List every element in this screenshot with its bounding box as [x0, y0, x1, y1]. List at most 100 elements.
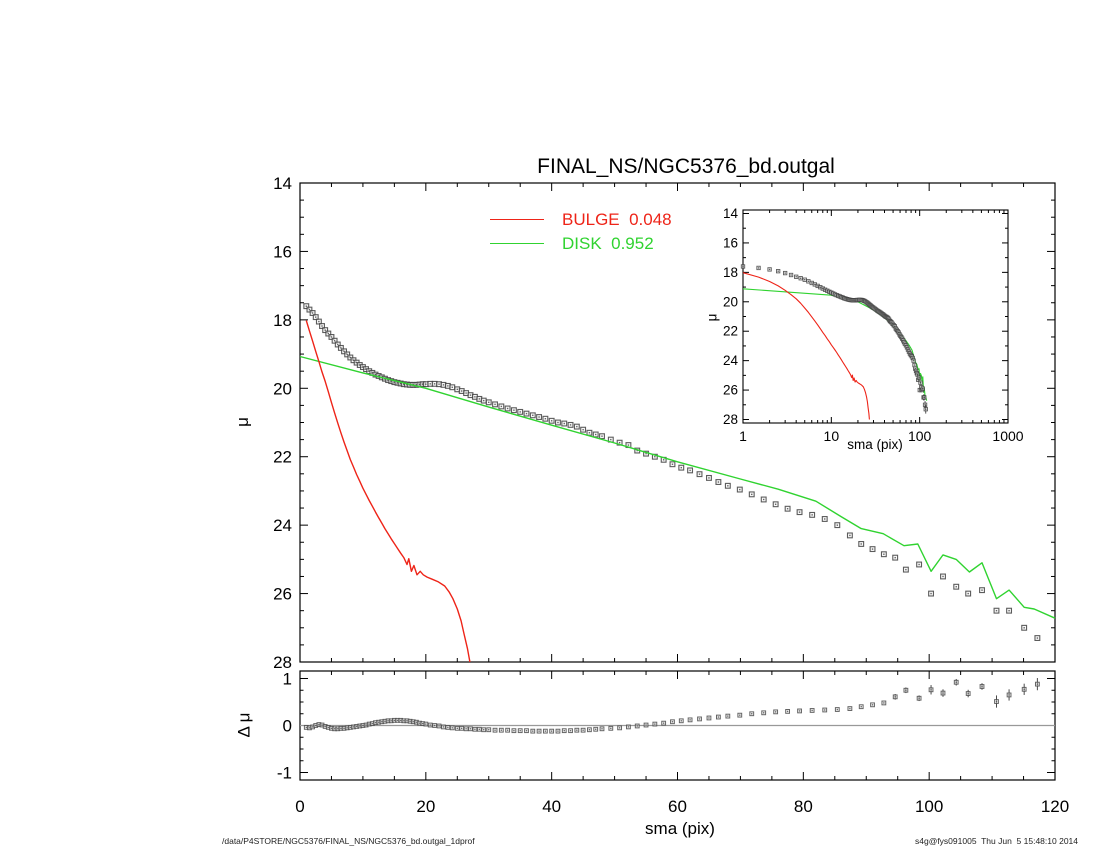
residual-point-dot: [689, 719, 691, 721]
profile-point-dot: [654, 456, 656, 458]
footer-user-date: s4g@fys091005 Thu Jun 5 15:48:10 2014: [914, 836, 1078, 846]
profile-point-dot: [1008, 609, 1010, 612]
residual-point-dot: [311, 726, 314, 728]
residual-point-dot: [415, 721, 418, 723]
residual-point-dot: [836, 708, 839, 711]
residual-point-dot: [324, 725, 326, 728]
residual-point-dot: [333, 728, 336, 730]
residual-point-dot: [418, 722, 421, 724]
residual-point-dot: [824, 709, 826, 711]
legend-disk-line-swatch: [490, 243, 544, 244]
profile-point-dot: [894, 556, 896, 559]
profile-point-dot: [519, 411, 521, 413]
profile-point-dot: [483, 399, 485, 402]
residual-point-dot: [610, 727, 612, 730]
profile-point-dot: [425, 383, 427, 385]
residual-point-dot: [368, 723, 370, 725]
profile-point-dot: [662, 459, 665, 461]
x-tick-label: 100: [915, 797, 943, 816]
residual-point-dot: [894, 696, 896, 698]
profile-point-dot: [762, 498, 765, 501]
profile-point-dot: [849, 534, 851, 537]
residual-point-dot: [636, 725, 638, 727]
residual-point-dot: [447, 726, 449, 729]
inset-y-tick-label: 16: [723, 235, 738, 250]
residual-point-dot: [532, 730, 534, 732]
residual-point-dot: [327, 726, 330, 729]
profile-point-dot: [456, 388, 458, 391]
inset-profile-point-dot: [816, 285, 819, 287]
inset-profile-point-dot: [917, 379, 919, 381]
profile-point-dot: [377, 375, 380, 377]
main-y-tick-label: 24: [273, 516, 292, 535]
profile-point-dot: [396, 382, 399, 384]
profile-point-dot: [751, 493, 753, 496]
profile-point-dot: [1036, 637, 1039, 639]
profile-point-dot: [465, 392, 467, 394]
residual-point-dot: [425, 723, 427, 725]
inset-profile-point-dot: [795, 276, 797, 278]
residual-point-dot: [315, 724, 317, 727]
profile-point-dot: [460, 390, 463, 392]
residual-point-dot: [421, 722, 424, 725]
residual-point-dot: [488, 729, 490, 731]
profile-point-dot: [308, 308, 311, 311]
residual-point-dot: [377, 721, 380, 723]
residual-point-dot: [474, 728, 476, 730]
residual-point-dot: [321, 724, 323, 726]
profile-point-dot: [717, 481, 720, 483]
inset-profile-point-dot: [918, 376, 920, 379]
inset-y-tick-label: 26: [723, 383, 738, 398]
profile-point-dot: [563, 422, 565, 425]
profile-point-dot: [930, 592, 932, 595]
inset-profile-point-dot: [804, 279, 806, 281]
profile-point-dot: [967, 592, 969, 595]
profile-point-dot: [798, 511, 801, 513]
residual-point-dot: [381, 721, 383, 723]
residual-point-dot: [494, 729, 496, 731]
profile-point-dot: [311, 312, 314, 314]
inset-profile-point-dot: [819, 286, 821, 288]
residual-point-dot: [506, 729, 509, 731]
residual-point-dot: [429, 724, 431, 726]
residual-point-dot: [387, 720, 389, 722]
profile-point-dot: [333, 340, 336, 342]
residual-point-dot: [346, 727, 348, 729]
residual-point-dot: [393, 719, 396, 722]
residual-point-dot: [588, 729, 591, 731]
x-tick-label: 40: [542, 797, 561, 816]
profile-point-dot: [538, 416, 540, 418]
residual-point-dot: [406, 720, 408, 722]
profile-point-dot: [513, 409, 515, 411]
residual-y-tick-label: -1: [277, 764, 292, 783]
profile-point-dot: [811, 514, 813, 516]
residual-point-dot: [318, 723, 320, 726]
profile-point-dot: [330, 336, 333, 338]
main-y-tick-label: 22: [273, 448, 292, 467]
residual-point-dot: [942, 692, 944, 694]
residual-point-dot: [849, 707, 851, 710]
inset-profile-point-dot: [811, 282, 813, 284]
bulge-curve: [305, 320, 471, 663]
residual-point-dot: [412, 721, 414, 723]
residual-point-dot: [618, 727, 621, 729]
profile-point-dot: [610, 438, 612, 441]
profile-point-dot: [774, 503, 777, 505]
residual-point-dot: [396, 719, 399, 722]
profile-point-dot: [680, 466, 682, 469]
profile-point-dot: [494, 403, 496, 406]
residual-point-dot: [359, 725, 361, 727]
inset-profile-point-dot: [913, 364, 916, 366]
plot-title: FINAL_NS/NGC5376_bd.outgal: [537, 155, 835, 178]
residual-point-dot: [698, 718, 701, 720]
legend-bulge-label: BULGE 0.048: [562, 210, 672, 229]
residual-point-dot: [330, 727, 333, 730]
profile-point-dot: [576, 425, 578, 428]
profile-point-dot: [368, 370, 370, 372]
profile-point-dot: [324, 329, 326, 331]
profile-point-dot: [438, 383, 440, 385]
profile-point-dot: [836, 524, 839, 526]
x-tick-label: 0: [295, 797, 304, 816]
residual-point-dot: [438, 725, 440, 727]
inset-profile-point-dot: [894, 325, 896, 327]
